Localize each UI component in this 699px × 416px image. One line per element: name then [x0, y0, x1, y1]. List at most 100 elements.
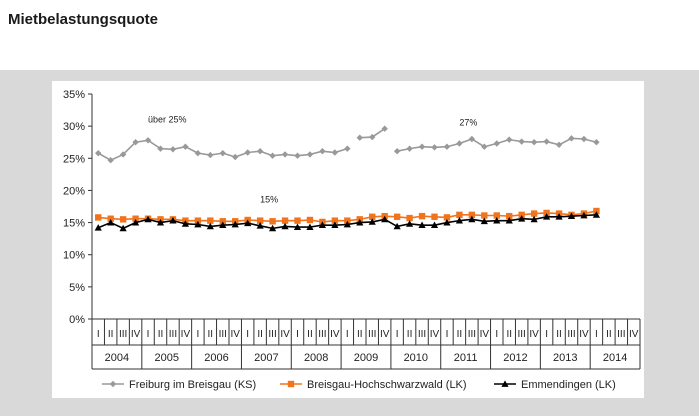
x-tick-label-quarter: I	[595, 329, 598, 340]
data-point-emmendingen-lk	[567, 212, 576, 220]
x-tick-label-year: 2014	[603, 352, 627, 364]
data-point-freiburg-im-breisgau-ks	[593, 139, 600, 146]
data-point-breisgau-hochschwarzwald-lk	[481, 212, 488, 219]
page-title: Mietbelastungsquote	[8, 11, 159, 28]
data-point-breisgau-hochschwarzwald-lk	[593, 207, 600, 215]
x-tick-label-quarter: II	[208, 329, 214, 340]
data-point-emmendingen-lk	[530, 215, 538, 223]
x-tick-label-quarter: II	[506, 329, 512, 340]
data-point-emmendingen-lk	[518, 215, 526, 222]
data-point-breisgau-hochschwarzwald-lk	[506, 212, 513, 220]
data-point-breisgau-hochschwarzwald-lk	[418, 212, 426, 220]
data-point-breisgau-hochschwarzwald-lk	[294, 217, 301, 224]
x-tick-label-quarter: I	[147, 329, 150, 340]
legend-label-emmendingen-lk: Emmendingen (LK)	[521, 379, 616, 391]
x-tick-label-quarter: III	[318, 329, 326, 340]
x-tick-label-quarter: III	[268, 329, 276, 340]
data-point-freiburg-im-breisgau-ks	[132, 139, 139, 146]
data-point-emmendingen-lk	[244, 219, 252, 227]
x-tick-label-quarter: III	[418, 329, 426, 340]
x-tick-label-quarter: III	[219, 329, 227, 340]
data-point-freiburg-im-breisgau-ks	[294, 152, 301, 159]
data-point-emmendingen-lk	[368, 218, 376, 225]
data-point-breisgau-hochschwarzwald-lk	[443, 214, 451, 221]
data-point-breisgau-hochschwarzwald-lk	[207, 217, 214, 224]
x-tick-label-quarter: IV	[181, 329, 191, 340]
data-point-breisgau-hochschwarzwald-lk	[344, 217, 351, 224]
data-point-freiburg-im-breisgau-ks	[219, 149, 226, 157]
data-point-emmendingen-lk	[206, 222, 214, 230]
x-tick-label-quarter: III	[368, 329, 376, 340]
x-tick-label-quarter: II	[556, 329, 562, 340]
data-point-freiburg-im-breisgau-ks	[493, 140, 500, 147]
data-point-breisgau-hochschwarzwald-lk	[219, 218, 226, 225]
x-tick-label-quarter: I	[446, 329, 449, 340]
data-point-freiburg-im-breisgau-ks	[207, 151, 214, 159]
data-point-breisgau-hochschwarzwald-lk	[194, 217, 202, 224]
annotation-label: 15%	[260, 195, 278, 205]
data-point-freiburg-im-breisgau-ks	[431, 144, 438, 151]
data-point-freiburg-im-breisgau-ks	[281, 151, 289, 158]
x-tick-label-year: 2006	[204, 352, 228, 364]
data-point-freiburg-im-breisgau-ks	[244, 149, 251, 156]
legend-label-freiburg-im-breisgau-ks: Freiburg im Breisgau (KS)	[129, 379, 256, 391]
data-point-emmendingen-lk	[343, 220, 351, 228]
data-point-emmendingen-lk	[94, 224, 102, 231]
x-tick-label-year: 2007	[254, 352, 278, 364]
data-point-breisgau-hochschwarzwald-lk	[369, 213, 376, 220]
x-tick-label-quarter: IV	[380, 329, 390, 340]
data-point-freiburg-im-breisgau-ks	[107, 157, 114, 164]
data-point-freiburg-im-breisgau-ks	[555, 141, 563, 148]
x-tick-label-quarter: II	[457, 329, 463, 340]
data-point-freiburg-im-breisgau-ks	[256, 148, 264, 155]
x-tick-label-year: 2011	[454, 352, 478, 364]
data-point-emmendingen-lk	[119, 224, 127, 232]
annotation-label: über 25%	[148, 114, 187, 124]
x-tick-label-quarter: I	[97, 329, 100, 340]
data-point-emmendingen-lk	[194, 220, 202, 228]
x-tick-label-quarter: IV	[480, 329, 490, 340]
y-tick-label: 20%	[63, 185, 85, 197]
x-tick-label-quarter: IV	[131, 329, 141, 340]
data-point-freiburg-im-breisgau-ks	[95, 149, 102, 157]
x-tick-label-year: 2010	[404, 352, 428, 364]
x-tick-label-quarter: I	[545, 329, 548, 340]
legend-marker-freiburg-im-breisgau-ks	[109, 380, 117, 388]
data-point-emmendingen-lk	[592, 211, 601, 218]
data-point-freiburg-im-breisgau-ks	[506, 136, 513, 143]
data-point-freiburg-im-breisgau-ks	[406, 145, 413, 152]
x-tick-label-quarter: II	[158, 329, 164, 340]
data-point-breisgau-hochschwarzwald-lk	[95, 214, 102, 221]
data-point-breisgau-hochschwarzwald-lk	[518, 211, 525, 219]
data-point-breisgau-hochschwarzwald-lk	[331, 217, 339, 224]
x-tick-label-quarter: II	[108, 329, 114, 340]
data-point-breisgau-hochschwarzwald-lk	[119, 216, 127, 223]
data-point-freiburg-im-breisgau-ks	[269, 152, 276, 159]
x-tick-label-year: 2004	[105, 352, 129, 364]
annotation-label: 27%	[459, 118, 477, 128]
x-tick-label-quarter: III	[169, 329, 177, 340]
data-point-emmendingen-lk	[181, 220, 190, 227]
y-tick-label: 15%	[63, 218, 85, 230]
data-point-freiburg-im-breisgau-ks	[306, 151, 314, 158]
data-point-emmendingen-lk	[306, 223, 314, 230]
data-point-freiburg-im-breisgau-ks	[518, 138, 525, 145]
data-point-emmendingen-lk	[430, 221, 439, 229]
data-point-breisgau-hochschwarzwald-lk	[393, 213, 401, 220]
x-tick-label-quarter: III	[567, 329, 575, 340]
data-point-freiburg-im-breisgau-ks	[530, 139, 538, 146]
x-tick-label-quarter: IV	[579, 329, 589, 340]
x-tick-label-year: 2005	[154, 352, 178, 364]
x-tick-label-quarter: II	[307, 329, 313, 340]
data-point-freiburg-im-breisgau-ks	[144, 137, 152, 144]
data-point-emmendingen-lk	[542, 213, 551, 220]
x-tick-label-quarter: I	[296, 329, 299, 340]
legend-marker-breisgau-hochschwarzwald-lk	[287, 380, 295, 388]
x-tick-label-quarter: IV	[280, 329, 290, 340]
data-point-freiburg-im-breisgau-ks	[319, 148, 326, 155]
x-tick-label-quarter: I	[495, 329, 498, 340]
data-point-emmendingen-lk	[256, 222, 264, 229]
data-point-emmendingen-lk	[443, 218, 451, 226]
data-point-freiburg-im-breisgau-ks	[481, 143, 488, 150]
legend-marker-emmendingen-lk	[501, 380, 509, 387]
